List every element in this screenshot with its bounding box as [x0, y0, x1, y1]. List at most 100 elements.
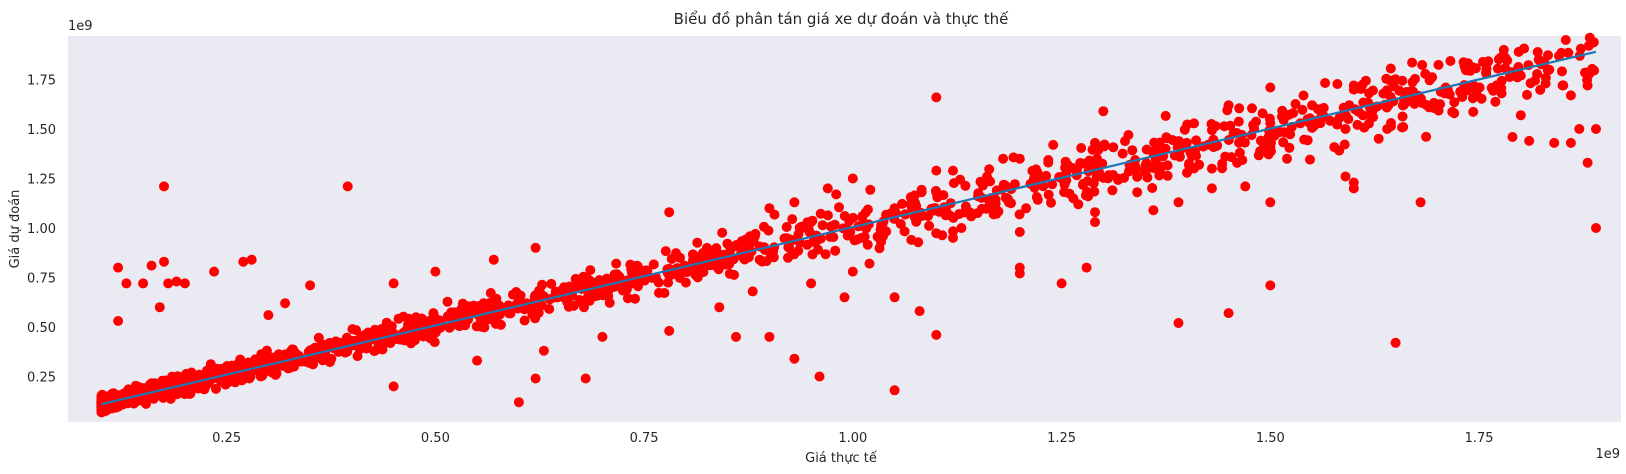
- scatter-point: [964, 207, 975, 218]
- scatter-point: [1211, 140, 1222, 151]
- scatter-point: [1488, 85, 1499, 96]
- scatter-point: [1043, 155, 1054, 165]
- scatter-point: [1302, 135, 1313, 146]
- scatter-point: [889, 203, 900, 214]
- scatter-point: [121, 278, 132, 289]
- scatter-point: [663, 277, 674, 288]
- scatter-point: [717, 227, 728, 238]
- scatter-point: [814, 371, 825, 382]
- scatter-point: [806, 278, 817, 289]
- scatter-point: [789, 353, 800, 364]
- scatter-point: [931, 165, 942, 176]
- scatter-point: [1457, 92, 1468, 102]
- scatter-point: [1148, 146, 1159, 157]
- scatter-point: [1077, 179, 1088, 190]
- scatter-point: [576, 297, 587, 308]
- scatter-point: [1123, 130, 1134, 140]
- scatter-point: [165, 393, 176, 404]
- scatter-point: [1223, 308, 1234, 319]
- scatter-point: [1524, 135, 1535, 146]
- scatter-point: [1154, 167, 1165, 178]
- scatter-point: [1483, 56, 1494, 67]
- scatter-point: [834, 202, 844, 213]
- scatter-point: [1090, 207, 1100, 218]
- scatter-point: [211, 383, 221, 394]
- scatter-point: [1232, 157, 1243, 168]
- scatter-point: [982, 171, 992, 182]
- scatter-point: [889, 292, 900, 303]
- scatter-point: [781, 222, 792, 232]
- scatter-point: [1194, 159, 1205, 170]
- scatter-point: [1189, 118, 1199, 129]
- scatter-point: [1265, 280, 1276, 291]
- scatter-point: [822, 183, 833, 194]
- scatter-point: [347, 324, 358, 335]
- scatter-point: [1217, 163, 1228, 174]
- scatter-point: [1417, 60, 1428, 70]
- scatter-point: [1445, 56, 1456, 66]
- scatter-point: [1265, 197, 1276, 208]
- y-axis-label: Giá dự đoán: [8, 190, 23, 269]
- scatter-point: [633, 281, 643, 292]
- scatter-point: [246, 254, 257, 265]
- scatter-point: [1320, 78, 1331, 88]
- scatter-point: [948, 178, 959, 189]
- scatter-point: [154, 302, 165, 313]
- scatter-point: [1560, 35, 1571, 45]
- scatter-point: [1543, 50, 1553, 61]
- scatter-point: [1169, 150, 1180, 161]
- scatter-point: [1009, 179, 1020, 190]
- scatter-point: [1575, 43, 1586, 54]
- x-tick-label: 1.50: [1256, 431, 1285, 446]
- y-tick-label: 0.75: [27, 271, 56, 286]
- scatter-point: [1048, 139, 1059, 150]
- scatter-point: [1449, 108, 1460, 119]
- x-axis-label: Giá thực tế: [805, 451, 877, 466]
- scatter-point: [270, 369, 281, 380]
- scatter-point: [546, 278, 557, 289]
- trend-line: [101, 50, 1597, 406]
- scatter-point: [1532, 47, 1543, 57]
- scatter-point: [530, 242, 541, 253]
- scatter-point: [822, 210, 833, 221]
- scatter-point: [1002, 193, 1013, 204]
- scatter-point: [1522, 89, 1532, 100]
- scatter-point: [519, 315, 530, 326]
- scatter-point: [1265, 118, 1276, 129]
- scatter-point: [1107, 185, 1118, 196]
- scatter-point: [1162, 170, 1173, 181]
- scatter-point: [864, 258, 875, 269]
- scatter-point: [931, 187, 942, 198]
- scatter-point: [1565, 137, 1576, 148]
- scatter-point: [1507, 132, 1518, 142]
- scatter-point: [428, 313, 439, 324]
- scatter-point: [594, 287, 605, 298]
- scatter-point: [960, 180, 971, 191]
- scatter-point: [839, 211, 850, 221]
- scatter-point: [862, 204, 873, 215]
- scatter-point: [1247, 103, 1257, 114]
- scatter-point: [1421, 131, 1432, 142]
- scatter-point: [1315, 118, 1326, 129]
- scatter-point: [1515, 70, 1526, 81]
- scatter-point: [1582, 157, 1593, 168]
- scatter-point: [530, 373, 541, 384]
- scatter-point: [1184, 158, 1195, 169]
- scatter-point: [1014, 268, 1025, 279]
- scatter-point: [1113, 175, 1124, 185]
- scatter-point: [1089, 186, 1100, 197]
- scatter-point: [238, 256, 249, 267]
- scatter-point: [1141, 158, 1152, 169]
- scatter-point: [317, 353, 328, 364]
- scatter-point: [1554, 50, 1564, 61]
- scatter-point: [1263, 149, 1274, 160]
- scatter-point: [232, 359, 243, 370]
- scatter-point: [1000, 180, 1011, 191]
- scatter-point: [1515, 110, 1526, 121]
- scatter-point: [1014, 227, 1025, 237]
- scatter-point: [1084, 155, 1095, 166]
- scatter-point: [1409, 98, 1420, 109]
- scatter-point: [1332, 79, 1343, 89]
- scatter-point: [761, 256, 772, 267]
- y-tick-label: 1.25: [27, 173, 56, 188]
